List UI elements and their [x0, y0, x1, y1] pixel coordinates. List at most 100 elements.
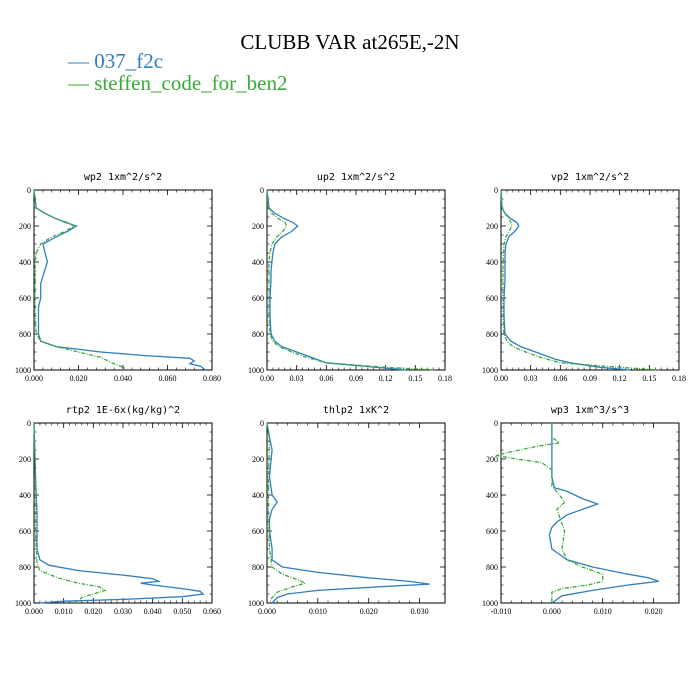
panel-3-series-1-line: [500, 189, 630, 371]
panel-5-ytick-label: 800: [252, 563, 264, 572]
panel-4-xtick-label: 0.050: [173, 607, 191, 616]
panel-4-series-2-line: [33, 422, 107, 604]
panel-4-xtick-label: 0.040: [144, 607, 162, 616]
panel-4-frame: [33, 422, 213, 604]
panel-4-ytick-label: 400: [19, 491, 31, 500]
panel-6-xtick-label: -0.010: [491, 607, 512, 616]
panel-4-xtick-label: 0.020: [84, 607, 102, 616]
panel-1-xtick-label: 0.080: [203, 374, 221, 383]
panel-3-xtick-label: 0.00: [494, 374, 508, 383]
panel-3-title: vp2 1xm^2/s^2: [551, 172, 629, 183]
panel-2-ytick-label: 0: [260, 186, 264, 195]
panel-2-frame: [266, 189, 446, 371]
panel-2-xtick-label: 0.00: [260, 374, 274, 383]
panel-3-xtick-label: 0.15: [642, 374, 656, 383]
panel-5-ytick-label: 200: [252, 455, 264, 464]
panel-4-xtick-label: 0.010: [55, 607, 73, 616]
panel-3-xtick-label: 0.03: [524, 374, 538, 383]
panel-1-xtick-label: 0.040: [114, 374, 132, 383]
panel-2-title: up2 1xm^2/s^2: [317, 172, 395, 183]
panel-6-ytick-label: 600: [486, 527, 498, 536]
panel-5-series-1-line: [266, 422, 430, 604]
panel-3-ytick-label: 0: [494, 186, 498, 195]
panel-1-ytick-label: 200: [19, 222, 31, 231]
panel-3-xtick-label: 0.06: [553, 374, 567, 383]
legend-label-2: steffen_code_for_ben2: [94, 71, 288, 95]
legend-entry-2: — steffen_code_for_ben2: [68, 71, 287, 96]
panel-6-series-1-line: [548, 423, 659, 604]
panel-4-xtick-label: 0.030: [114, 607, 132, 616]
panel-6-xtick-label: 0.010: [594, 607, 612, 616]
panel-6-frame: [500, 422, 680, 604]
panel-3-frame: [500, 189, 680, 371]
panel-1-series-1-line: [33, 189, 206, 371]
panel-3-ytick-label: 200: [486, 222, 498, 231]
panel-4-ytick-label: 200: [19, 455, 31, 464]
legend-dash-2: —: [68, 71, 95, 95]
page-title: CLUBB VAR at265E,-2N: [240, 30, 460, 54]
panel-5-title: thlp2 1xK^2: [323, 405, 389, 416]
panel-6-ytick-label: 1000: [482, 599, 498, 608]
panel-1-frame: [33, 189, 213, 371]
panel-5-xtick-label: 0.010: [309, 607, 327, 616]
panel-5-xtick-label: 0.020: [360, 607, 378, 616]
panel-6-xtick-label: 0.020: [645, 607, 663, 616]
panel-4-title: rtp2 1E-6x(kg/kg)^2: [66, 405, 180, 416]
panel-5-xtick-label: 0.000: [258, 607, 276, 616]
panel-2-xtick-label: 0.03: [290, 374, 304, 383]
panel-6-ytick-label: 400: [486, 491, 498, 500]
panel-3-ytick-label: 1000: [482, 366, 498, 375]
panel-2-ytick-label: 800: [252, 330, 264, 339]
panel-4-ytick-label: 0: [27, 419, 31, 428]
panel-4-ytick-label: 1000: [15, 599, 31, 608]
panel-4-xtick-label: 0.000: [25, 607, 43, 616]
panel-1-ytick-label: 1000: [15, 366, 31, 375]
panel-6-title: wp3 1xm^3/s^3: [551, 405, 629, 416]
panel-2-series-1-line: [266, 189, 406, 371]
panel-3-series-2-line: [500, 189, 660, 371]
panel-6-ytick-label: 200: [486, 455, 498, 464]
panel-6-ytick-label: 800: [486, 563, 498, 572]
panel-3-xtick-label: 0.12: [613, 374, 627, 383]
panel-5-xtick-label: 0.030: [411, 607, 429, 616]
legend-entry-1: — 037_f2c: [68, 49, 163, 74]
panel-2-xtick-label: 0.18: [438, 374, 452, 383]
panel-1-ytick-label: 0: [27, 186, 31, 195]
panel-5-ytick-label: 1000: [248, 599, 264, 608]
panel-1-xtick-label: 0.020: [70, 374, 88, 383]
panel-4-xtick-label: 0.060: [203, 607, 221, 616]
panel-2-ytick-label: 600: [252, 294, 264, 303]
panel-5-series-2-line: [266, 422, 307, 604]
panel-1-ytick-label: 800: [19, 330, 31, 339]
panel-1-ytick-label: 600: [19, 294, 31, 303]
panel-5-ytick-label: 600: [252, 527, 264, 536]
panel-2-xtick-label: 0.15: [408, 374, 422, 383]
panel-3-xtick-label: 0.18: [672, 374, 686, 383]
panel-6-ytick-label: 0: [494, 419, 498, 428]
panel-2-xtick-label: 0.09: [349, 374, 363, 383]
panel-2-ytick-label: 400: [252, 258, 264, 267]
panel-3-ytick-label: 600: [486, 294, 498, 303]
panel-4-series-1-line: [33, 422, 205, 604]
legend-label-1: 037_f2c: [94, 49, 164, 73]
panel-1-ytick-label: 400: [19, 258, 31, 267]
panel-2-xtick-label: 0.12: [379, 374, 393, 383]
panel-1-title: wp2 1xm^2/s^2: [84, 172, 162, 183]
panel-3-xtick-label: 0.09: [583, 374, 597, 383]
panel-5-ytick-label: 0: [260, 419, 264, 428]
panel-6-series-2-line: [495, 423, 604, 603]
panel-5-ytick-label: 400: [252, 491, 264, 500]
panel-4-ytick-label: 600: [19, 527, 31, 536]
panel-1-xtick-label: 0.060: [159, 374, 177, 383]
panel-2-ytick-label: 1000: [248, 366, 264, 375]
panel-4-ytick-label: 800: [19, 563, 31, 572]
panel-3-ytick-label: 800: [486, 330, 498, 339]
panel-2-xtick-label: 0.06: [319, 374, 333, 383]
panel-6-xtick-label: 0.000: [543, 607, 561, 616]
panel-1-xtick-label: 0.000: [25, 374, 43, 383]
panel-2-ytick-label: 200: [252, 222, 264, 231]
panel-2-series-2-line: [266, 189, 436, 371]
panel-3-ytick-label: 400: [486, 258, 498, 267]
panel-1-series-2-line: [33, 189, 127, 371]
